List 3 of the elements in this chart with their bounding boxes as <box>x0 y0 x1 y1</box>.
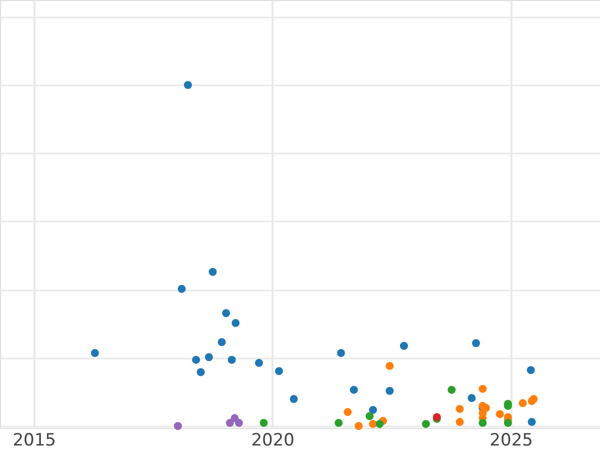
x-tick-label: 2025 <box>490 430 533 450</box>
x-tick-label: 2015 <box>12 430 56 450</box>
x-tick-label: 2020 <box>251 430 294 450</box>
